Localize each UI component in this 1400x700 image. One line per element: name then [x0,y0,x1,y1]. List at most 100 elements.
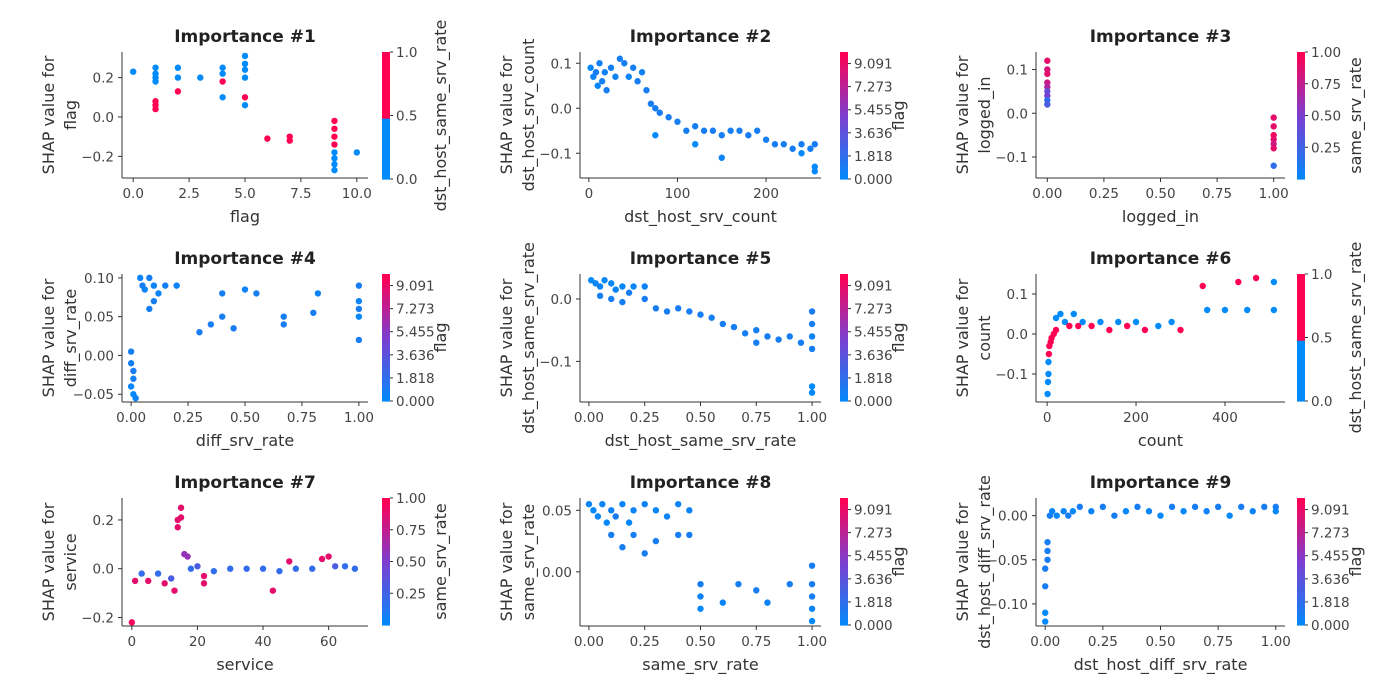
x-tick-label: 0.75 [741,634,771,650]
colorbar-segment [1297,52,1305,56]
data-point [700,127,708,134]
data-point [227,565,234,572]
y-tick-label: −0.10 [987,597,1028,613]
colorbar-tick-label: 3.636 [854,348,893,364]
colorbar-segment [840,156,848,161]
colorbar-segment [382,548,390,553]
colorbar-segment [382,574,390,578]
colorbar-segment [840,378,848,383]
colorbar-segment [1297,343,1305,348]
colorbar-segment [840,274,848,278]
data-point [314,290,322,297]
data-point [1270,162,1277,169]
colorbar-segment [382,74,390,78]
data-point [808,605,816,612]
data-point [1272,503,1279,511]
colorbar-segment [1297,571,1305,575]
data-point [811,163,818,170]
colorbar-segment [840,296,848,300]
colorbar-segment [840,602,848,607]
colorbar-segment [382,55,390,59]
colorbar-segment [840,347,848,351]
colorbar-tick-label: 1.00 [396,491,426,507]
data-point [641,550,648,557]
colorbar-segment [382,96,390,101]
data-point [808,383,816,390]
data-point [174,74,182,81]
colorbar-segment [382,397,390,402]
data-point [241,52,249,60]
colorbar-segment [840,90,848,94]
colorbar-segment [382,615,390,620]
data-point [808,389,816,396]
data-point [241,286,249,293]
colorbar-tick-label: 1.818 [854,371,893,387]
colorbar-segment [382,621,390,626]
colorbar-segment [840,86,848,91]
y-tick-label: 0.0 [551,292,572,308]
data-point [1065,512,1072,519]
data-point [219,78,226,85]
colorbar-segment [1297,586,1305,591]
colorbar-tick-label: 0.75 [396,523,426,539]
colorbar-label: flag [889,546,908,576]
data-point [730,323,738,331]
colorbar-segment [1297,397,1305,402]
colorbar-segment [382,71,390,75]
data-point [1042,583,1049,590]
colorbar-segment [382,590,390,594]
data-point [1088,508,1095,515]
data-point [612,73,619,80]
colorbar-segment [840,590,848,594]
colorbar-segment [840,532,848,537]
x-tick-label: 0 [585,186,594,202]
colorbar-segment [382,302,390,307]
data-point [127,383,135,390]
x-tick-label: 0.75 [1203,634,1233,650]
data-point [652,132,659,139]
data-point [355,336,363,344]
data-point [719,320,727,328]
colorbar-segment [840,118,848,123]
x-tick-label: 0.75 [287,410,317,426]
colorbar-segment [382,510,390,515]
colorbar-segment [1297,96,1305,101]
x-axis-label: logged_in [1122,207,1199,227]
data-point [771,141,779,148]
x-tick-label: 0.00 [574,410,604,426]
x-tick-label: 5.0 [234,186,255,202]
data-point [141,286,148,293]
colorbar-segment [1297,312,1305,316]
colorbar-segment [840,286,848,291]
x-axis-label: dst_host_diff_srv_rate [1074,655,1248,675]
colorbar-segment [840,612,848,617]
colorbar-segment [382,605,390,610]
data-point [674,305,682,312]
data-point [132,394,139,402]
colorbar-segment [1297,381,1305,386]
data-point [686,507,693,514]
data-point [173,282,180,289]
data-point [1044,556,1051,563]
data-point [1235,278,1242,286]
data-point [697,580,704,588]
data-point [594,513,602,520]
data-point [1237,503,1245,511]
colorbar-segment [840,61,848,66]
colorbar-segment [382,337,390,342]
data-point [1141,326,1149,334]
y-tick-label: 0.1 [1007,63,1028,79]
colorbar-segment [382,274,390,278]
data-point [808,580,816,588]
colorbar-segment [1297,277,1305,281]
data-point [1044,66,1051,73]
colorbar-segment [1297,90,1305,94]
x-axis-label: service [216,655,273,674]
colorbar-segment [382,61,390,66]
colorbar-label: flag [431,322,450,352]
colorbar-segment [382,513,390,518]
data-point [596,60,603,67]
y-tick-label: −0.2 [81,610,114,626]
colorbar-tick-label: 9.091 [854,57,893,73]
colorbar-segment [382,596,390,601]
